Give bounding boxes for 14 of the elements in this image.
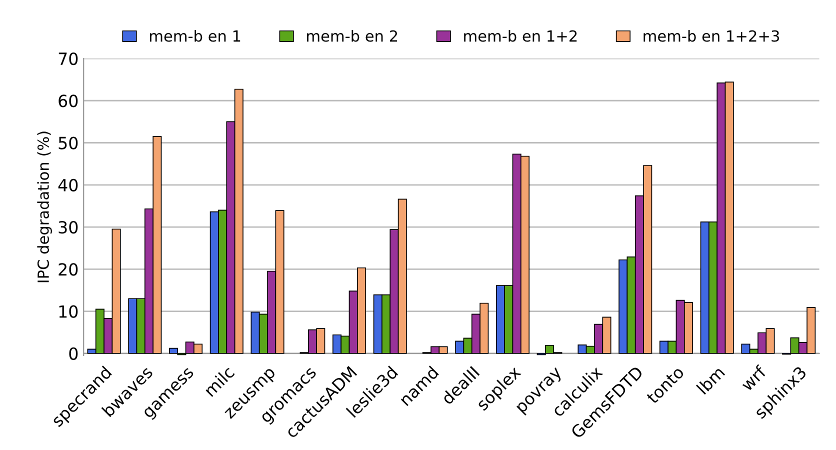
y-tick-label: 70: [58, 52, 78, 66]
y-tick-label: 40: [58, 178, 78, 192]
y-tick-label: 30: [58, 220, 78, 234]
y-tick-label: 20: [58, 263, 78, 276]
legend-label: mem-b en 1+2+3: [644, 30, 780, 42]
y-tick-label: 50: [58, 136, 78, 150]
y-tick-label: 10: [59, 305, 78, 318]
legend-label: mem-b en 1: [150, 30, 240, 42]
legend-label: mem-b en 2: [307, 30, 398, 42]
legend-label: mem-b en 1+2: [464, 30, 577, 42]
y-tick-label: 60: [58, 94, 78, 108]
y-tick-label: 0: [69, 347, 78, 360]
x-tick-label: lbm: [696, 366, 726, 395]
y-axis-title: IPC degradation (%): [37, 132, 52, 282]
